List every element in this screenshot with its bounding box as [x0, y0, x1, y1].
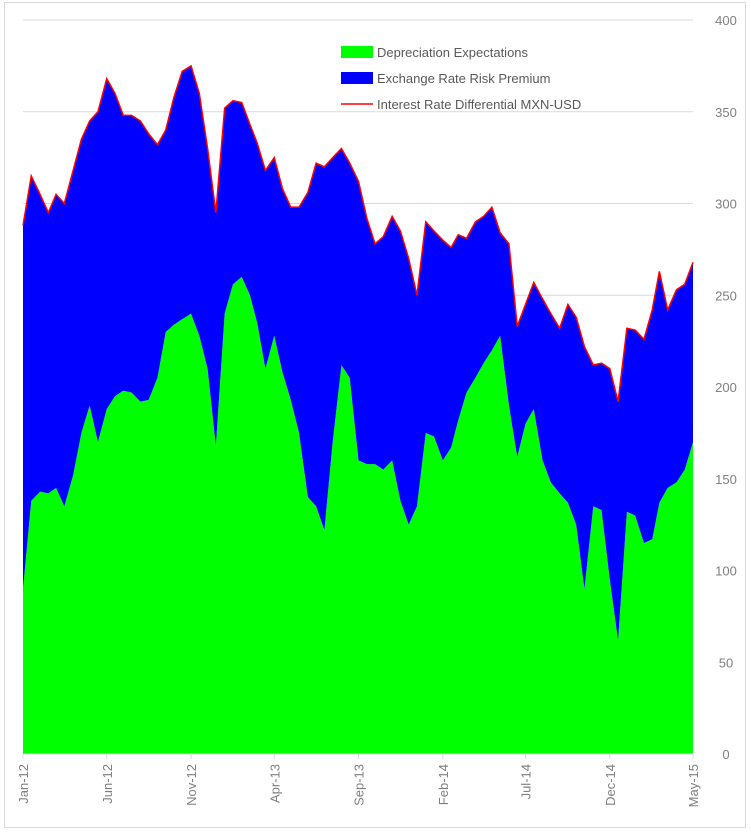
- legend-label-depreciation: Depreciation Expectations: [377, 45, 529, 60]
- chart-frame: [4, 2, 746, 828]
- legend-swatch-risk-premium: [341, 72, 373, 84]
- y-tick-label: 50: [719, 655, 733, 670]
- y-tick-label: 250: [715, 288, 737, 303]
- x-tick-label: Jul-14: [519, 764, 534, 799]
- x-tick-label: Nov-12: [184, 764, 199, 806]
- line-interest-rate-differential: [22, 64, 694, 402]
- x-tick-label: Apr-13: [267, 764, 282, 803]
- legend-swatch-depreciation: [341, 46, 373, 58]
- area-exchange-rate-risk-premium: [23, 65, 693, 641]
- x-tick-label: Sep-13: [352, 764, 367, 806]
- y-axis-ticks: 0 50 100 150 200 250 300 350 400: [715, 13, 737, 762]
- y-tick-label: 400: [715, 13, 737, 28]
- y-tick-label: 0: [722, 747, 729, 762]
- x-tick-label: Feb-14: [436, 764, 451, 805]
- x-tick-label: Dec-14: [603, 764, 618, 806]
- y-tick-label: 350: [715, 105, 737, 120]
- legend-label-interest-rate: Interest Rate Differential MXN-USD: [377, 97, 581, 112]
- x-axis-ticks: Jan-12 Jun-12 Nov-12 Apr-13 Sep-13 Feb-14 Jul-…: [16, 754, 701, 807]
- area-depreciation-expectations: [23, 276, 693, 754]
- x-tick-label: Jan-12: [16, 764, 31, 804]
- y-tick-label: 150: [715, 472, 737, 487]
- legend-label-risk-premium: Exchange Rate Risk Premium: [377, 71, 550, 86]
- y-tick-label: 100: [715, 564, 737, 579]
- y-tick-label: 200: [715, 380, 737, 395]
- legend: Depreciation Expectations Exchange Rate …: [341, 45, 581, 112]
- x-tick-label: May-15: [686, 764, 701, 807]
- y-tick-label: 300: [715, 197, 737, 212]
- x-tick-label: Jun-12: [100, 764, 115, 804]
